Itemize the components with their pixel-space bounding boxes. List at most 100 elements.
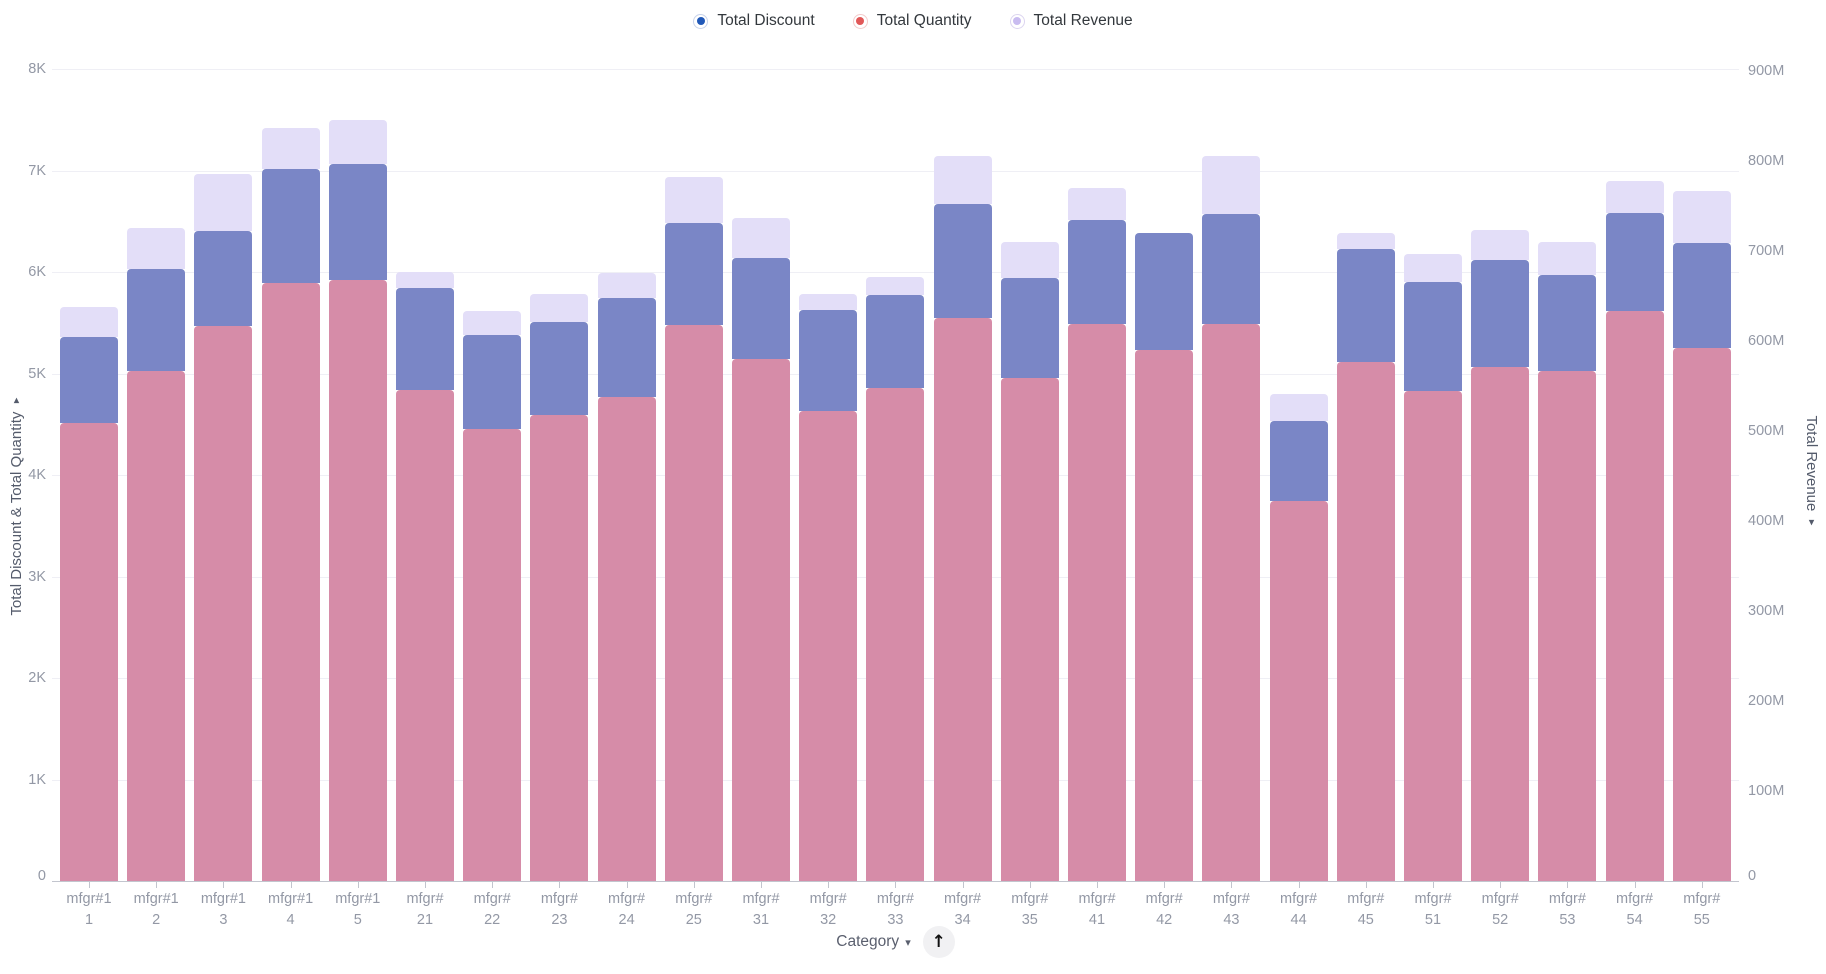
bar-segment-total-discount[interactable] <box>261 168 320 283</box>
bar-segment-total-quantity[interactable] <box>60 423 118 881</box>
bar-segment-total-revenue[interactable] <box>799 294 858 310</box>
bar-segment-total-quantity[interactable] <box>664 324 723 881</box>
bar-segment-total-discount[interactable] <box>1202 213 1261 325</box>
bar-segment-total-discount[interactable] <box>1269 421 1328 502</box>
bar-segment-total-discount[interactable] <box>194 230 253 326</box>
x-label-line: mfgr# <box>809 891 847 907</box>
bar-segment-total-revenue[interactable] <box>664 176 723 223</box>
bar-segment-total-quantity[interactable] <box>261 282 320 881</box>
bar-mfgr#23 <box>530 293 589 881</box>
bar-segment-total-revenue[interactable] <box>866 277 925 296</box>
bar-segment-total-quantity[interactable] <box>933 317 992 881</box>
bar-segment-total-quantity[interactable] <box>1068 324 1126 881</box>
bar-segment-total-quantity[interactable] <box>1672 347 1731 881</box>
bar-segment-total-revenue[interactable] <box>1068 187 1126 221</box>
bar-segment-total-revenue[interactable] <box>463 310 522 335</box>
bar-segment-total-quantity[interactable] <box>799 411 858 881</box>
bar-segment-total-revenue[interactable] <box>1336 233 1395 249</box>
bar-segment-total-discount[interactable] <box>1135 232 1194 351</box>
x-label-line: mfgr# <box>1481 891 1519 907</box>
bar-segment-total-discount[interactable] <box>1471 260 1530 368</box>
bar-segment-total-revenue[interactable] <box>194 174 253 231</box>
bar-segment-total-quantity[interactable] <box>1202 324 1261 881</box>
sort-ascending-button[interactable]: ↑ <box>922 926 955 958</box>
x-label-line: mfgr# <box>1011 891 1049 907</box>
x-label-line: mfgr#1 <box>66 891 112 907</box>
x-label-line: 51 <box>1424 912 1442 928</box>
bar-segment-total-quantity[interactable] <box>127 370 186 881</box>
x-label-line: 52 <box>1492 912 1509 928</box>
legend-item-total-revenue[interactable]: Total Revenue <box>1009 12 1133 30</box>
bar-segment-total-revenue[interactable] <box>127 227 186 269</box>
bar-segment-total-quantity[interactable] <box>1000 377 1059 881</box>
bar-mfgr#55 <box>1672 191 1731 881</box>
bar-segment-total-quantity[interactable] <box>1336 362 1395 881</box>
bar-segment-total-revenue[interactable] <box>933 156 992 205</box>
x-label-line: mfgr# <box>608 891 646 907</box>
bar-segment-total-revenue[interactable] <box>1605 180 1664 214</box>
bar-segment-total-quantity[interactable] <box>732 359 790 881</box>
bar-segment-total-quantity[interactable] <box>866 388 925 881</box>
bar-segment-total-quantity[interactable] <box>194 325 253 881</box>
bar-segment-total-discount[interactable] <box>60 337 118 424</box>
bar-segment-total-discount[interactable] <box>1336 248 1395 363</box>
bar-segment-total-revenue[interactable] <box>1672 191 1731 243</box>
bar-segment-total-discount[interactable] <box>933 204 992 318</box>
bar-segment-total-discount[interactable] <box>866 295 925 389</box>
bar-segment-total-revenue[interactable] <box>1202 156 1261 214</box>
bar-segment-total-revenue[interactable] <box>396 272 454 288</box>
bar-segment-total-revenue[interactable] <box>1538 241 1597 276</box>
bar-mfgr#22 <box>463 310 522 881</box>
x-label-mfgr#32: mfgr# 32 <box>793 889 863 931</box>
x-label-line: mfgr# <box>1616 891 1654 907</box>
bar-segment-total-quantity[interactable] <box>1538 370 1597 881</box>
x-label-mfgr#42: mfgr# 42 <box>1129 889 1199 931</box>
bar-segment-total-discount[interactable] <box>396 287 454 391</box>
bar-segment-total-quantity[interactable] <box>1135 350 1194 881</box>
bar-segment-total-revenue[interactable] <box>261 128 320 169</box>
bar-segment-total-quantity[interactable] <box>1269 501 1328 881</box>
bar-segment-total-discount[interactable] <box>597 297 656 397</box>
bar-segment-total-revenue[interactable] <box>597 272 656 298</box>
right-axis-tick-800M: 800M <box>1748 153 1785 169</box>
legend-item-total-quantity[interactable]: Total Quantity <box>852 12 972 30</box>
bar-segment-total-revenue[interactable] <box>530 293 589 322</box>
bar-segment-total-quantity[interactable] <box>530 415 589 881</box>
legend-dot-fill <box>1013 17 1022 25</box>
bar-segment-total-discount[interactable] <box>1404 281 1462 391</box>
bar-segment-total-discount[interactable] <box>1672 242 1731 348</box>
bar-mfgr#15 <box>328 120 387 881</box>
bar-segment-total-discount[interactable] <box>664 222 723 325</box>
bar-segment-total-quantity[interactable] <box>1471 367 1530 881</box>
bar-segment-total-discount[interactable] <box>1538 275 1597 371</box>
bar-segment-total-quantity[interactable] <box>1404 390 1462 881</box>
bar-segment-total-revenue[interactable] <box>328 120 387 165</box>
bar-segment-total-quantity[interactable] <box>328 280 387 881</box>
bar-segment-total-discount[interactable] <box>1000 278 1059 378</box>
legend-label: Total Revenue <box>1033 12 1133 29</box>
bar-segment-total-revenue[interactable] <box>1000 242 1059 279</box>
x-tick-mfgr#34 <box>962 882 964 888</box>
x-tick-mfgr#54 <box>1634 882 1636 888</box>
bar-segment-total-revenue[interactable] <box>732 218 790 258</box>
bar-segment-total-discount[interactable] <box>732 257 790 360</box>
bar-segment-total-discount[interactable] <box>127 269 186 371</box>
bar-segment-total-quantity[interactable] <box>463 429 522 881</box>
bar-segment-total-discount[interactable] <box>1068 220 1126 325</box>
bar-segment-total-quantity[interactable] <box>1605 310 1664 881</box>
bar-segment-total-revenue[interactable] <box>1404 253 1462 282</box>
bar-segment-total-discount[interactable] <box>799 309 858 412</box>
bar-segment-total-discount[interactable] <box>530 321 589 416</box>
legend-item-total-discount[interactable]: Total Discount <box>693 12 815 30</box>
bar-segment-total-revenue[interactable] <box>60 306 118 338</box>
bar-segment-total-discount[interactable] <box>463 334 522 430</box>
right-axis-tick-200M: 200M <box>1748 693 1785 709</box>
x-label-line: 2 <box>152 912 161 928</box>
x-axis-title-dropdown[interactable]: Category ▾ <box>836 933 910 951</box>
bar-segment-total-quantity[interactable] <box>396 390 454 881</box>
bar-segment-total-revenue[interactable] <box>1471 229 1530 261</box>
bar-segment-total-revenue[interactable] <box>1269 394 1328 422</box>
bar-segment-total-discount[interactable] <box>1605 213 1664 311</box>
bar-segment-total-discount[interactable] <box>328 164 387 281</box>
bar-segment-total-quantity[interactable] <box>597 396 656 881</box>
